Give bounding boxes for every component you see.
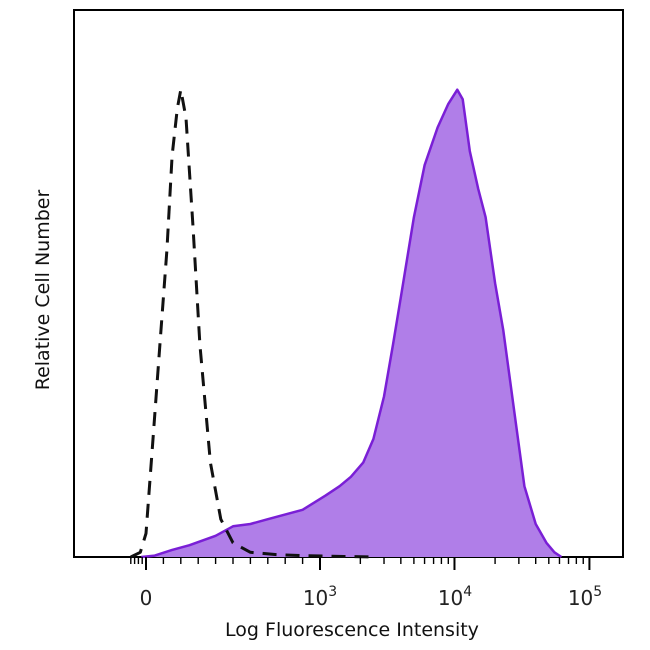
minor-ticks — [130, 557, 584, 564]
x-axis-title: Log Fluorescence Intensity — [225, 619, 479, 641]
x-tick-label-10000: 104 — [438, 584, 472, 610]
x-tick-label-1000: 103 — [303, 584, 337, 610]
x-tick-label-100000: 105 — [568, 584, 602, 610]
y-axis-title: Relative Cell Number — [32, 190, 54, 391]
isotype-control-dashed-line — [130, 88, 374, 559]
stained-histogram-area — [141, 89, 562, 557]
series-layer — [130, 88, 563, 559]
stained-histogram-outline — [141, 88, 563, 559]
major-ticks — [145, 557, 591, 570]
plot-frame — [73, 9, 624, 558]
x-tick-label-0: 0 — [140, 586, 153, 610]
